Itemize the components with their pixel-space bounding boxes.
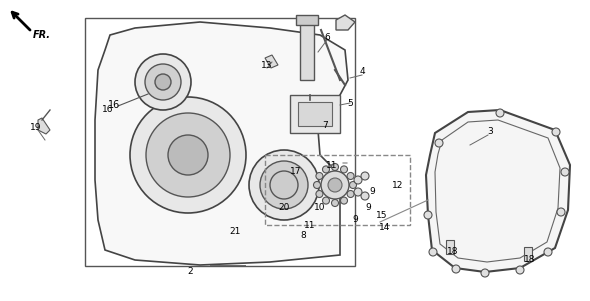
Text: 9: 9 xyxy=(352,216,358,225)
Circle shape xyxy=(340,197,348,204)
Circle shape xyxy=(361,192,369,200)
Text: 6: 6 xyxy=(324,33,330,42)
Polygon shape xyxy=(336,15,355,30)
Polygon shape xyxy=(426,110,570,272)
Circle shape xyxy=(424,211,432,219)
Circle shape xyxy=(347,191,354,197)
Text: 16: 16 xyxy=(102,105,114,114)
Text: 15: 15 xyxy=(376,212,388,221)
Circle shape xyxy=(323,197,329,204)
Circle shape xyxy=(321,171,349,199)
Text: 18: 18 xyxy=(447,247,459,256)
Text: 14: 14 xyxy=(379,224,391,232)
Circle shape xyxy=(146,113,230,197)
Circle shape xyxy=(354,188,362,196)
Circle shape xyxy=(361,172,369,180)
Text: 5: 5 xyxy=(347,98,353,107)
Text: 2: 2 xyxy=(187,268,193,277)
Text: 3: 3 xyxy=(487,128,493,136)
Text: 18: 18 xyxy=(525,256,536,265)
Circle shape xyxy=(313,182,320,188)
Circle shape xyxy=(270,171,298,199)
Circle shape xyxy=(496,109,504,117)
Text: 12: 12 xyxy=(392,181,404,190)
Circle shape xyxy=(429,248,437,256)
Circle shape xyxy=(481,269,489,277)
Text: 11: 11 xyxy=(326,160,337,169)
Circle shape xyxy=(260,161,308,209)
Polygon shape xyxy=(95,22,348,265)
Circle shape xyxy=(168,135,208,175)
Bar xyxy=(296,15,318,25)
Circle shape xyxy=(340,166,348,173)
Circle shape xyxy=(347,172,354,179)
Bar xyxy=(298,102,332,126)
Circle shape xyxy=(552,128,560,136)
Circle shape xyxy=(130,97,246,213)
Bar xyxy=(290,95,340,133)
Circle shape xyxy=(354,176,362,184)
Text: 9: 9 xyxy=(365,203,371,212)
Circle shape xyxy=(349,182,356,188)
Text: FR.: FR. xyxy=(33,30,51,40)
Circle shape xyxy=(145,64,181,100)
Circle shape xyxy=(452,265,460,273)
Polygon shape xyxy=(265,55,278,68)
Circle shape xyxy=(435,139,443,147)
Text: 7: 7 xyxy=(322,122,328,131)
Bar xyxy=(446,240,454,254)
Circle shape xyxy=(155,74,171,90)
Bar xyxy=(300,20,314,80)
Bar xyxy=(265,155,410,225)
Text: 13: 13 xyxy=(261,61,273,70)
Text: 17: 17 xyxy=(290,166,301,175)
Circle shape xyxy=(561,168,569,176)
Text: 19: 19 xyxy=(30,123,42,132)
Text: 16: 16 xyxy=(108,100,120,110)
Circle shape xyxy=(557,208,565,216)
Polygon shape xyxy=(38,118,50,134)
Text: 21: 21 xyxy=(230,228,241,237)
Text: 4: 4 xyxy=(359,67,365,76)
Circle shape xyxy=(135,54,191,110)
Text: 10: 10 xyxy=(314,203,326,213)
Circle shape xyxy=(316,191,323,197)
Text: 11: 11 xyxy=(304,221,316,229)
Text: 9: 9 xyxy=(369,188,375,197)
Circle shape xyxy=(544,248,552,256)
Circle shape xyxy=(323,166,329,173)
Circle shape xyxy=(316,172,323,179)
Circle shape xyxy=(332,200,339,206)
Bar xyxy=(524,247,532,261)
Text: 20: 20 xyxy=(278,203,290,213)
Text: 8: 8 xyxy=(300,231,306,240)
Circle shape xyxy=(249,150,319,220)
Circle shape xyxy=(332,163,339,170)
Circle shape xyxy=(328,178,342,192)
Circle shape xyxy=(516,266,524,274)
Bar xyxy=(85,18,355,266)
